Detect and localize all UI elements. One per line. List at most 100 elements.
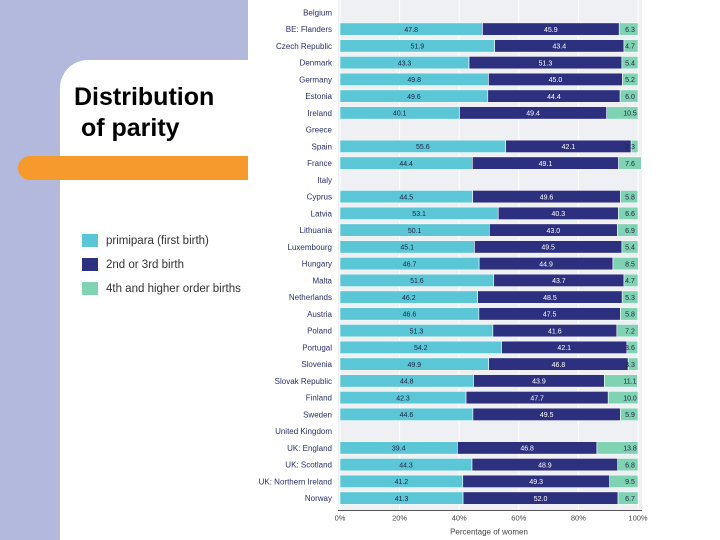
bar-segment xyxy=(620,407,639,421)
category-label: UK: England xyxy=(287,444,332,453)
data-label: 40.3 xyxy=(551,211,565,218)
data-label: 43.9 xyxy=(532,379,546,386)
bar-segment xyxy=(606,106,639,120)
bar-segment xyxy=(609,474,639,488)
data-label: 53.1 xyxy=(412,211,426,218)
data-label: 42.1 xyxy=(562,144,576,151)
category-label: Latvia xyxy=(311,209,333,218)
bar-segment xyxy=(630,139,639,153)
data-label: 49.5 xyxy=(540,412,554,419)
category-label: Lithuania xyxy=(300,226,333,235)
data-label: 7.6 xyxy=(625,161,635,168)
parity-bar-chart: Belgium BE: Flanders 47.8 45.9 6.3 Czech Repu… xyxy=(259,0,648,537)
data-label: 51.9 xyxy=(411,44,425,51)
data-label: 54.2 xyxy=(414,345,428,352)
data-label: 43.7 xyxy=(552,278,566,285)
category-label: Poland xyxy=(307,327,332,336)
data-label: 4.7 xyxy=(625,278,635,285)
data-label: 43.0 xyxy=(547,228,561,235)
data-label: 49.5 xyxy=(541,245,555,252)
bar-segment xyxy=(617,223,639,237)
legend-swatch-fourth-higher xyxy=(82,282,98,295)
bar-segment xyxy=(604,374,638,388)
data-label: 51.6 xyxy=(410,278,424,285)
data-label: 6.0 xyxy=(625,94,635,101)
bar-segment xyxy=(621,240,639,254)
data-label: 55.6 xyxy=(416,144,430,151)
data-label: 6.6 xyxy=(625,211,635,218)
data-label: 6.3 xyxy=(625,27,635,34)
data-label: 47.5 xyxy=(543,312,557,319)
data-label: 4.7 xyxy=(625,44,635,51)
category-label: Luxembourg xyxy=(288,243,332,252)
data-label: 51.3 xyxy=(539,60,553,67)
data-label: 48.9 xyxy=(538,462,552,469)
bar-segment xyxy=(626,340,639,354)
data-label: 51.3 xyxy=(410,328,424,335)
category-label: BE: Flanders xyxy=(286,25,332,34)
data-label: 41.2 xyxy=(395,479,409,486)
data-label: 5.9 xyxy=(625,412,635,419)
data-label: 46.6 xyxy=(403,312,417,319)
category-label: United Kingdom xyxy=(275,427,332,436)
data-label: 45.9 xyxy=(544,27,558,34)
data-label: 9.5 xyxy=(625,479,635,486)
data-label: 46.2 xyxy=(402,295,416,302)
data-label: 46.7 xyxy=(403,261,417,268)
data-label: 52.0 xyxy=(534,496,548,503)
slide-title: Distribution of parity xyxy=(74,83,215,142)
data-label: 45.0 xyxy=(549,77,563,84)
bar-segment xyxy=(623,273,639,287)
data-label: 45.1 xyxy=(400,245,414,252)
bar-segment xyxy=(617,491,639,505)
category-label: Belgium xyxy=(303,8,332,17)
bar-segment xyxy=(607,391,639,405)
data-label: 40.1 xyxy=(393,111,407,118)
data-label: 42.1 xyxy=(557,345,571,352)
data-label: 46.8 xyxy=(552,362,566,369)
category-label: Ireland xyxy=(308,109,332,118)
data-label: 41.3 xyxy=(395,496,409,503)
x-axis-title: Percentage of women xyxy=(450,528,528,537)
data-label: 6.8 xyxy=(625,462,635,469)
x-tick-label: 40% xyxy=(452,514,467,523)
title-panel xyxy=(60,60,248,540)
legend-label-primipara: primipara (first birth) xyxy=(106,235,209,247)
category-label: Austria xyxy=(307,310,332,319)
data-label: 10.0 xyxy=(623,395,637,402)
data-label: 6.7 xyxy=(625,496,635,503)
data-label: 3.3 xyxy=(625,362,635,369)
accent-bar xyxy=(18,156,248,180)
category-label: UK: Northern Ireland xyxy=(259,477,332,486)
x-tick-label: 20% xyxy=(392,514,407,523)
category-label: UK: Scotland xyxy=(285,461,332,470)
category-label: Malta xyxy=(312,276,332,285)
category-label: Czech Republic xyxy=(276,42,332,51)
category-label: Slovenia xyxy=(301,360,332,369)
category-label: Netherlands xyxy=(289,293,332,302)
category-label: France xyxy=(307,159,332,168)
bar-segment xyxy=(620,190,639,204)
legend-swatch-primipara xyxy=(82,234,98,247)
category-label: Greece xyxy=(306,126,333,135)
category-label: Norway xyxy=(305,494,332,503)
data-label: 43.3 xyxy=(398,60,412,67)
data-label: 39.4 xyxy=(392,446,406,453)
bar-segment xyxy=(623,39,639,53)
bar-segment xyxy=(616,324,639,338)
data-label: 49.8 xyxy=(407,77,421,84)
category-label: Hungary xyxy=(302,260,332,269)
data-label: 49.9 xyxy=(408,362,422,369)
data-label: 6.9 xyxy=(625,228,635,235)
data-label: 5.4 xyxy=(625,60,635,67)
data-label: 47.8 xyxy=(404,27,418,34)
data-label: 5.4 xyxy=(625,245,635,252)
data-label: 44.4 xyxy=(399,161,413,168)
bar-segment xyxy=(622,72,639,86)
data-label: 10.5 xyxy=(623,111,637,118)
data-label: 44.3 xyxy=(399,462,413,469)
bar-segment xyxy=(617,458,639,472)
data-label: 49.6 xyxy=(540,194,554,201)
category-label: Sweden xyxy=(303,410,332,419)
category-label: Slovak Republic xyxy=(275,377,332,386)
